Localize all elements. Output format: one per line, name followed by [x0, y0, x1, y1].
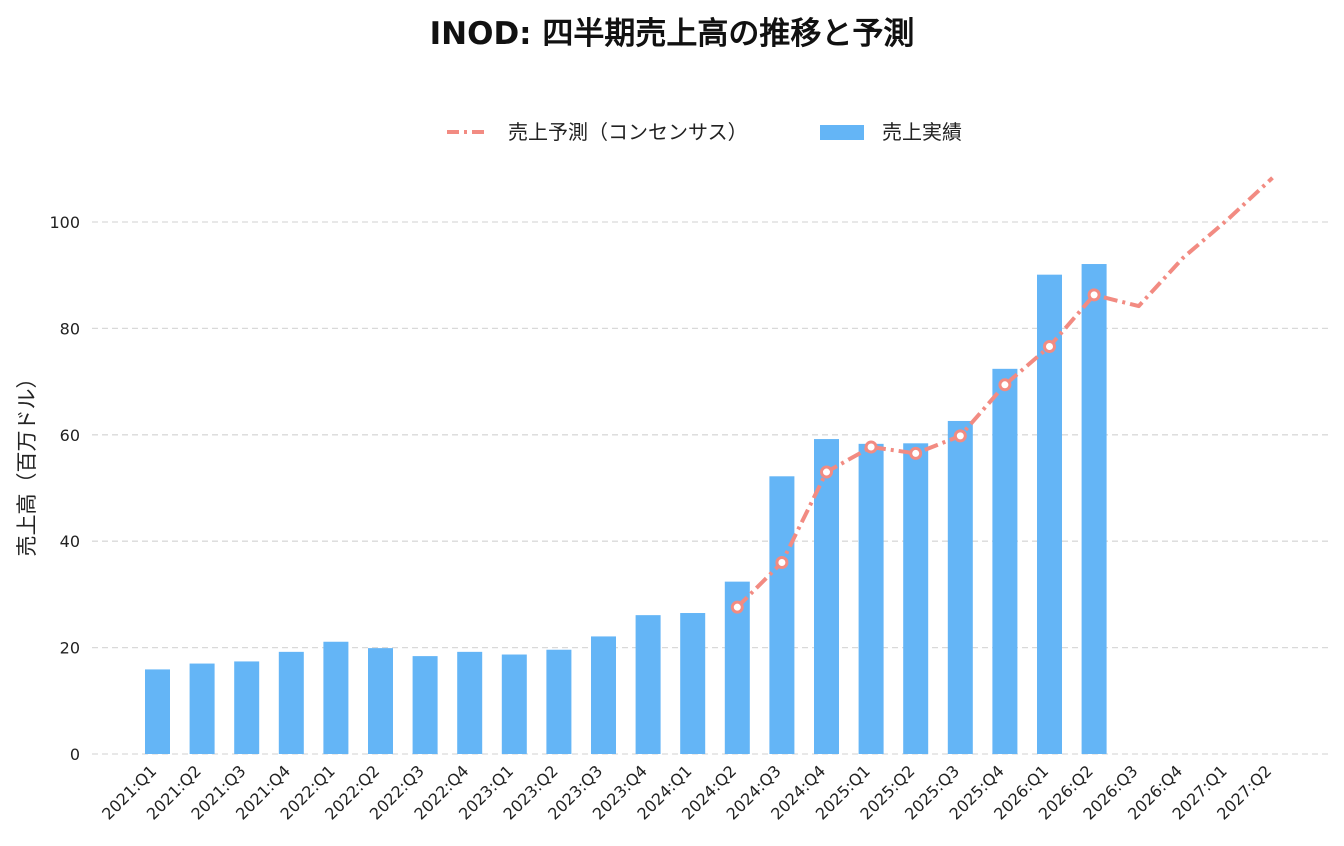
bar-2025:Q3 [947, 420, 973, 754]
forecast-marker-2025:Q2 [909, 446, 923, 460]
bar-2022:Q3 [412, 656, 438, 754]
bar-2022:Q4 [457, 651, 483, 754]
bar-series [145, 264, 1107, 754]
y-tick-label-60: 60 [60, 426, 80, 445]
y-axis-ticks: 0 20 40 60 80 100 [49, 213, 80, 764]
bar-2026:Q1 [1037, 274, 1062, 754]
x-axis-ticks: 2021:Q12021:Q22021:Q32021:Q42022:Q12022:… [98, 761, 1275, 823]
chart-title: INOD: 四半期売上高の推移と予測 [429, 16, 915, 52]
y-tick-label-80: 80 [60, 319, 80, 338]
bar-2021:Q2 [189, 663, 215, 754]
bar-2023:Q3 [591, 636, 616, 754]
y-axis-label: 売上高（百万ドル） [15, 368, 39, 557]
bar-2025:Q4 [992, 368, 1018, 754]
y-tick-label-40: 40 [60, 532, 80, 551]
y-tick-label-100: 100 [49, 213, 80, 232]
forecast-marker-2026:Q2 [1087, 288, 1101, 302]
bar-2021:Q4 [278, 651, 304, 754]
forecast-markers [730, 288, 1101, 614]
forecast-marker-2024:Q3 [775, 555, 789, 569]
bar-2024:Q3 [769, 476, 795, 754]
bar-2023:Q1 [501, 654, 527, 754]
bar-2025:Q1 [858, 443, 884, 754]
forecast-marker-2024:Q4 [820, 465, 833, 479]
bar-2021:Q3 [234, 661, 260, 754]
y-tick-label-0: 0 [70, 745, 80, 764]
forecast-marker-2025:Q4 [998, 378, 1012, 392]
legend-actual-swatch [820, 125, 864, 140]
legend: 売上予測（コンセンサス） 売上実績 [447, 120, 962, 144]
forecast-marker-2025:Q1 [864, 440, 878, 454]
y-tick-label-20: 20 [60, 639, 80, 658]
bar-2025:Q2 [903, 443, 929, 754]
bar-2021:Q1 [145, 669, 170, 754]
forecast-marker-2026:Q1 [1043, 339, 1056, 353]
bar-2026:Q2 [1081, 264, 1107, 754]
forecast-marker-2025:Q3 [953, 429, 967, 443]
grid-lines [92, 221, 1330, 755]
legend-actual-label: 売上実績 [882, 120, 962, 144]
bar-2024:Q1 [680, 613, 706, 754]
bar-2023:Q2 [546, 649, 572, 754]
legend-forecast-label: 売上予測（コンセンサス） [508, 120, 748, 144]
bar-2023:Q4 [635, 615, 661, 754]
forecast-marker-2024:Q2 [730, 600, 744, 614]
bar-2022:Q2 [368, 648, 393, 754]
bar-2022:Q1 [323, 641, 349, 754]
